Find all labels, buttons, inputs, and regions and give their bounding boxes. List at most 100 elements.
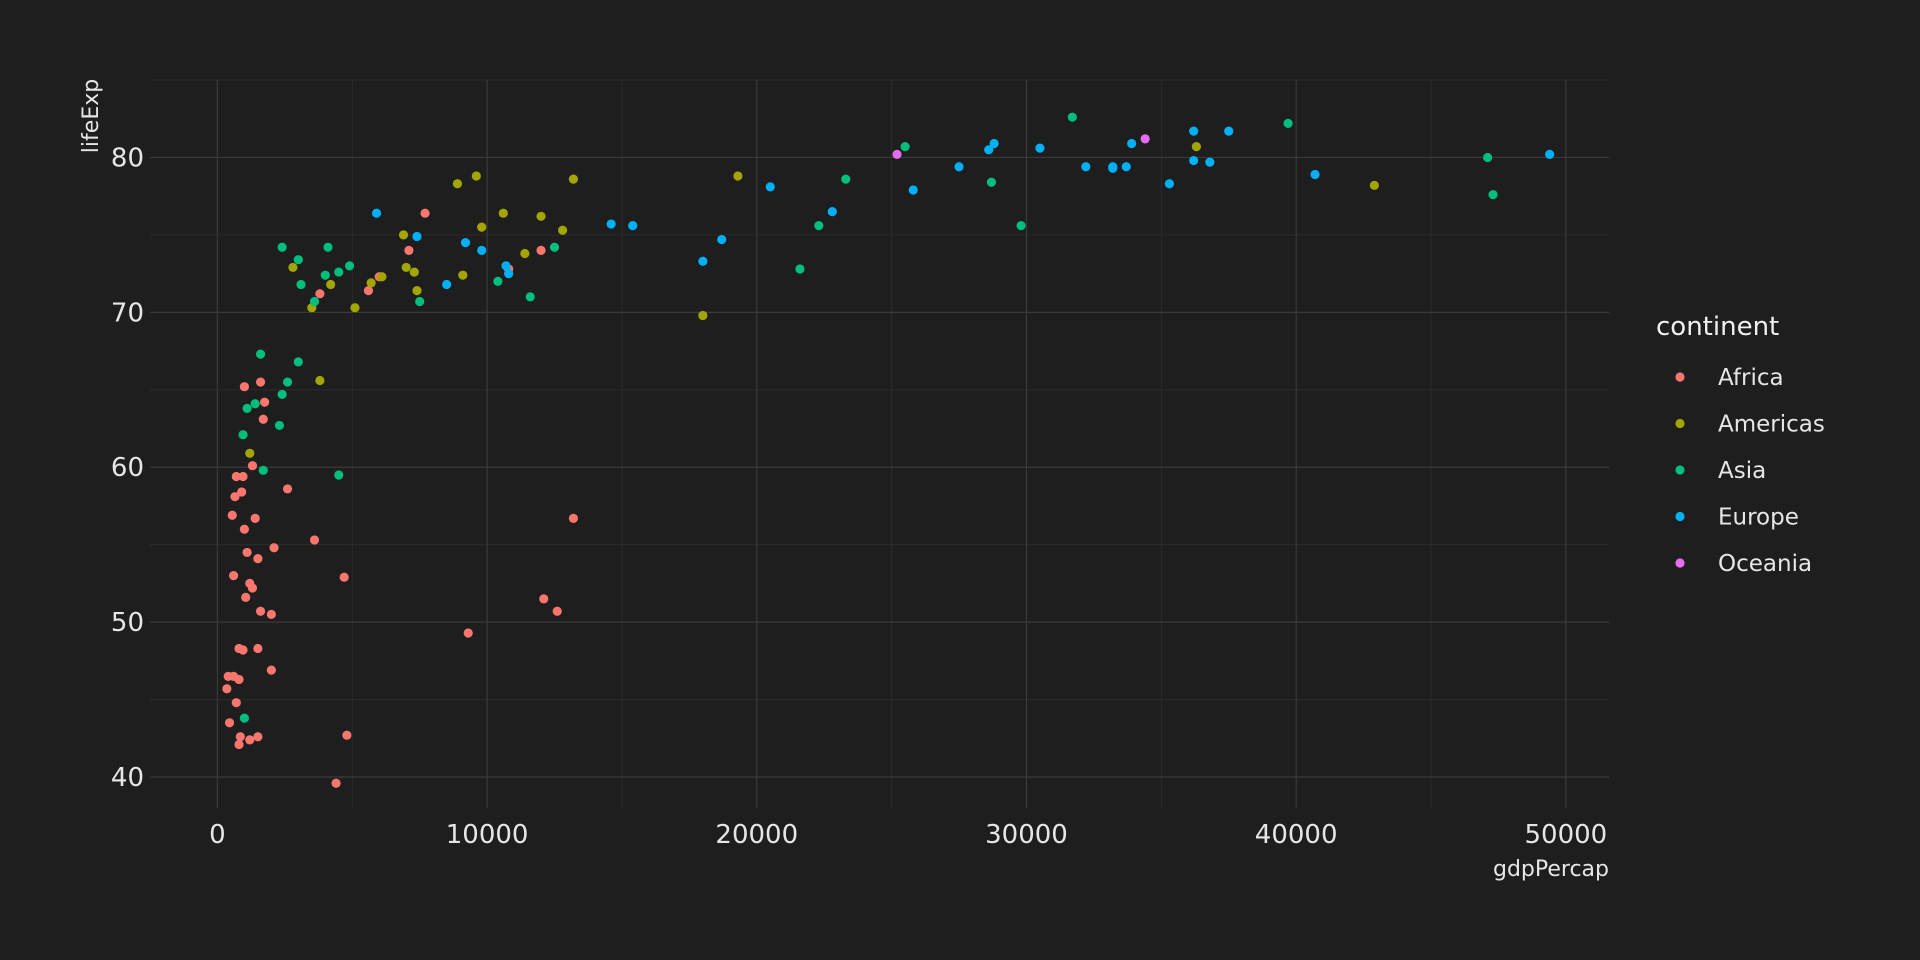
point-africa: [269, 543, 279, 553]
point-europe: [460, 238, 471, 248]
point-africa: [266, 609, 276, 619]
point-europe: [1189, 155, 1199, 166]
x-tick-label: 40000: [1255, 820, 1338, 850]
point-africa: [234, 674, 244, 685]
point-europe: [371, 208, 382, 218]
point-europe: [717, 234, 727, 245]
point-africa: [234, 739, 244, 750]
point-americas: [315, 375, 325, 386]
point-asia: [415, 296, 425, 307]
point-africa: [260, 397, 270, 407]
point-asia: [841, 174, 851, 184]
point-americas: [471, 171, 481, 181]
point-europe: [1310, 169, 1320, 180]
point-africa: [404, 245, 414, 255]
point-asia: [258, 465, 268, 475]
point-americas: [401, 262, 411, 273]
point-africa: [331, 778, 341, 788]
point-europe: [1108, 162, 1118, 172]
point-americas: [366, 278, 376, 288]
minor-gridlines: [150, 79, 1609, 808]
point-asia: [293, 357, 303, 367]
point-africa: [231, 698, 241, 708]
point-europe: [954, 162, 964, 172]
point-europe: [698, 256, 708, 266]
point-africa: [247, 583, 258, 593]
point-africa: [231, 471, 241, 482]
point-africa: [229, 571, 239, 581]
point-europe: [1164, 179, 1175, 189]
point-africa: [420, 208, 430, 218]
point-americas: [458, 270, 468, 280]
legend-label-oceania: Oceania: [1718, 551, 1812, 577]
point-africa: [258, 414, 268, 424]
x-tick-label: 50000: [1524, 820, 1607, 850]
point-asia: [549, 242, 560, 252]
point-africa: [224, 718, 235, 728]
point-asia: [1488, 190, 1498, 200]
point-europe: [412, 231, 422, 242]
point-americas: [377, 272, 387, 282]
data-points: [222, 112, 1555, 788]
x-tick-label: 30000: [985, 820, 1068, 850]
point-oceania: [892, 149, 902, 159]
point-asia: [250, 399, 260, 409]
y-axis-tick-labels: 40 50 60 70 80: [111, 143, 144, 793]
point-americas: [452, 179, 463, 189]
point-europe: [1205, 157, 1215, 167]
point-africa: [237, 487, 247, 497]
point-asia: [900, 142, 910, 152]
y-tick-label: 60: [111, 453, 144, 483]
point-asia: [814, 221, 824, 231]
point-europe: [442, 279, 452, 290]
point-africa: [363, 286, 374, 296]
legend-key-oceania: [1675, 558, 1685, 568]
point-asia: [274, 420, 285, 431]
point-asia: [242, 403, 252, 413]
point-africa: [568, 513, 579, 523]
point-americas: [288, 262, 298, 273]
point-americas: [326, 279, 336, 290]
point-americas: [698, 310, 708, 321]
legend-label-europe: Europe: [1718, 505, 1799, 531]
point-africa: [253, 732, 263, 742]
x-tick-label: 10000: [446, 820, 529, 850]
legend: continent Africa Americas Asia Europe Oceani…: [1656, 312, 1825, 577]
point-europe: [1127, 138, 1137, 149]
point-europe: [1224, 126, 1234, 136]
point-europe: [1189, 126, 1199, 136]
point-asia: [309, 296, 320, 307]
point-asia: [277, 389, 287, 400]
point-asia: [323, 242, 333, 252]
point-americas: [558, 225, 568, 235]
legend-key-africa: [1675, 372, 1685, 382]
point-europe: [1121, 162, 1131, 172]
point-americas: [245, 448, 255, 458]
x-tick-label: 0: [209, 820, 226, 850]
point-africa: [253, 554, 263, 564]
point-asia: [239, 713, 249, 723]
point-africa: [238, 471, 248, 482]
y-tick-label: 80: [111, 143, 144, 173]
point-africa: [230, 492, 240, 502]
point-asia: [795, 264, 805, 274]
point-asia: [334, 470, 344, 480]
point-asia: [1283, 118, 1293, 128]
point-africa: [242, 547, 252, 558]
point-europe: [501, 261, 511, 271]
point-asia: [320, 270, 330, 280]
point-africa: [342, 730, 352, 740]
point-asia: [282, 377, 293, 387]
y-tick-label: 70: [111, 298, 144, 328]
point-europe: [827, 207, 837, 217]
point-europe: [1545, 149, 1555, 159]
point-africa: [238, 645, 248, 655]
legend-label-asia: Asia: [1718, 458, 1766, 484]
point-africa: [255, 377, 266, 387]
point-africa: [247, 461, 258, 471]
point-europe: [628, 221, 638, 231]
x-axis-tick-labels: 0 10000 20000 30000 40000 50000: [209, 820, 1607, 850]
point-africa: [463, 628, 473, 638]
point-asia: [1016, 221, 1026, 231]
